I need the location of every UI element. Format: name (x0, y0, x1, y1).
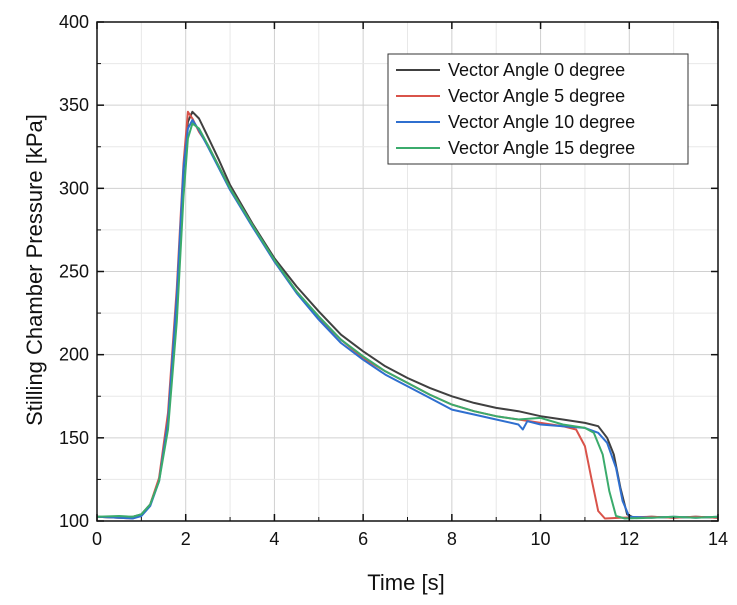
y-tick-label: 200 (59, 345, 89, 365)
legend-label-3: Vector Angle 15 degree (448, 138, 635, 158)
series-layer (96, 110, 719, 520)
y-tick-label: 400 (59, 12, 89, 32)
legend-box (387, 53, 689, 165)
series-line-2 (96, 119, 719, 520)
y-tick-label: 300 (59, 178, 89, 198)
legend: Vector Angle 0 degree Vector Angle 5 degr… (387, 53, 689, 165)
x-tick-label: 4 (269, 529, 279, 549)
x-tick-label: 12 (619, 529, 639, 549)
y-tick-label: 150 (59, 428, 89, 448)
x-axis-title: Time [s] (367, 570, 444, 595)
series-line-3 (96, 122, 719, 520)
legend-label-1: Vector Angle 5 degree (448, 86, 625, 106)
x-tick-label: 8 (447, 529, 457, 549)
y-tick-label: 250 (59, 262, 89, 282)
y-tick-label: 100 (59, 511, 89, 531)
x-tick-label: 0 (92, 529, 102, 549)
x-tick-label: 14 (708, 529, 728, 549)
y-tick-label: 350 (59, 95, 89, 115)
legend-label-2: Vector Angle 10 degree (448, 112, 635, 132)
y-axis-title: Stilling Chamber Pressure [kPa] (22, 114, 47, 426)
x-tick-label: 6 (358, 529, 368, 549)
x-tick-label: 10 (531, 529, 551, 549)
legend-label-0: Vector Angle 0 degree (448, 60, 625, 80)
x-tick-label: 2 (181, 529, 191, 549)
axis-layer: 0 2 4 6 8 10 12 14 100 150 200 250 300 350 400 (59, 12, 728, 549)
